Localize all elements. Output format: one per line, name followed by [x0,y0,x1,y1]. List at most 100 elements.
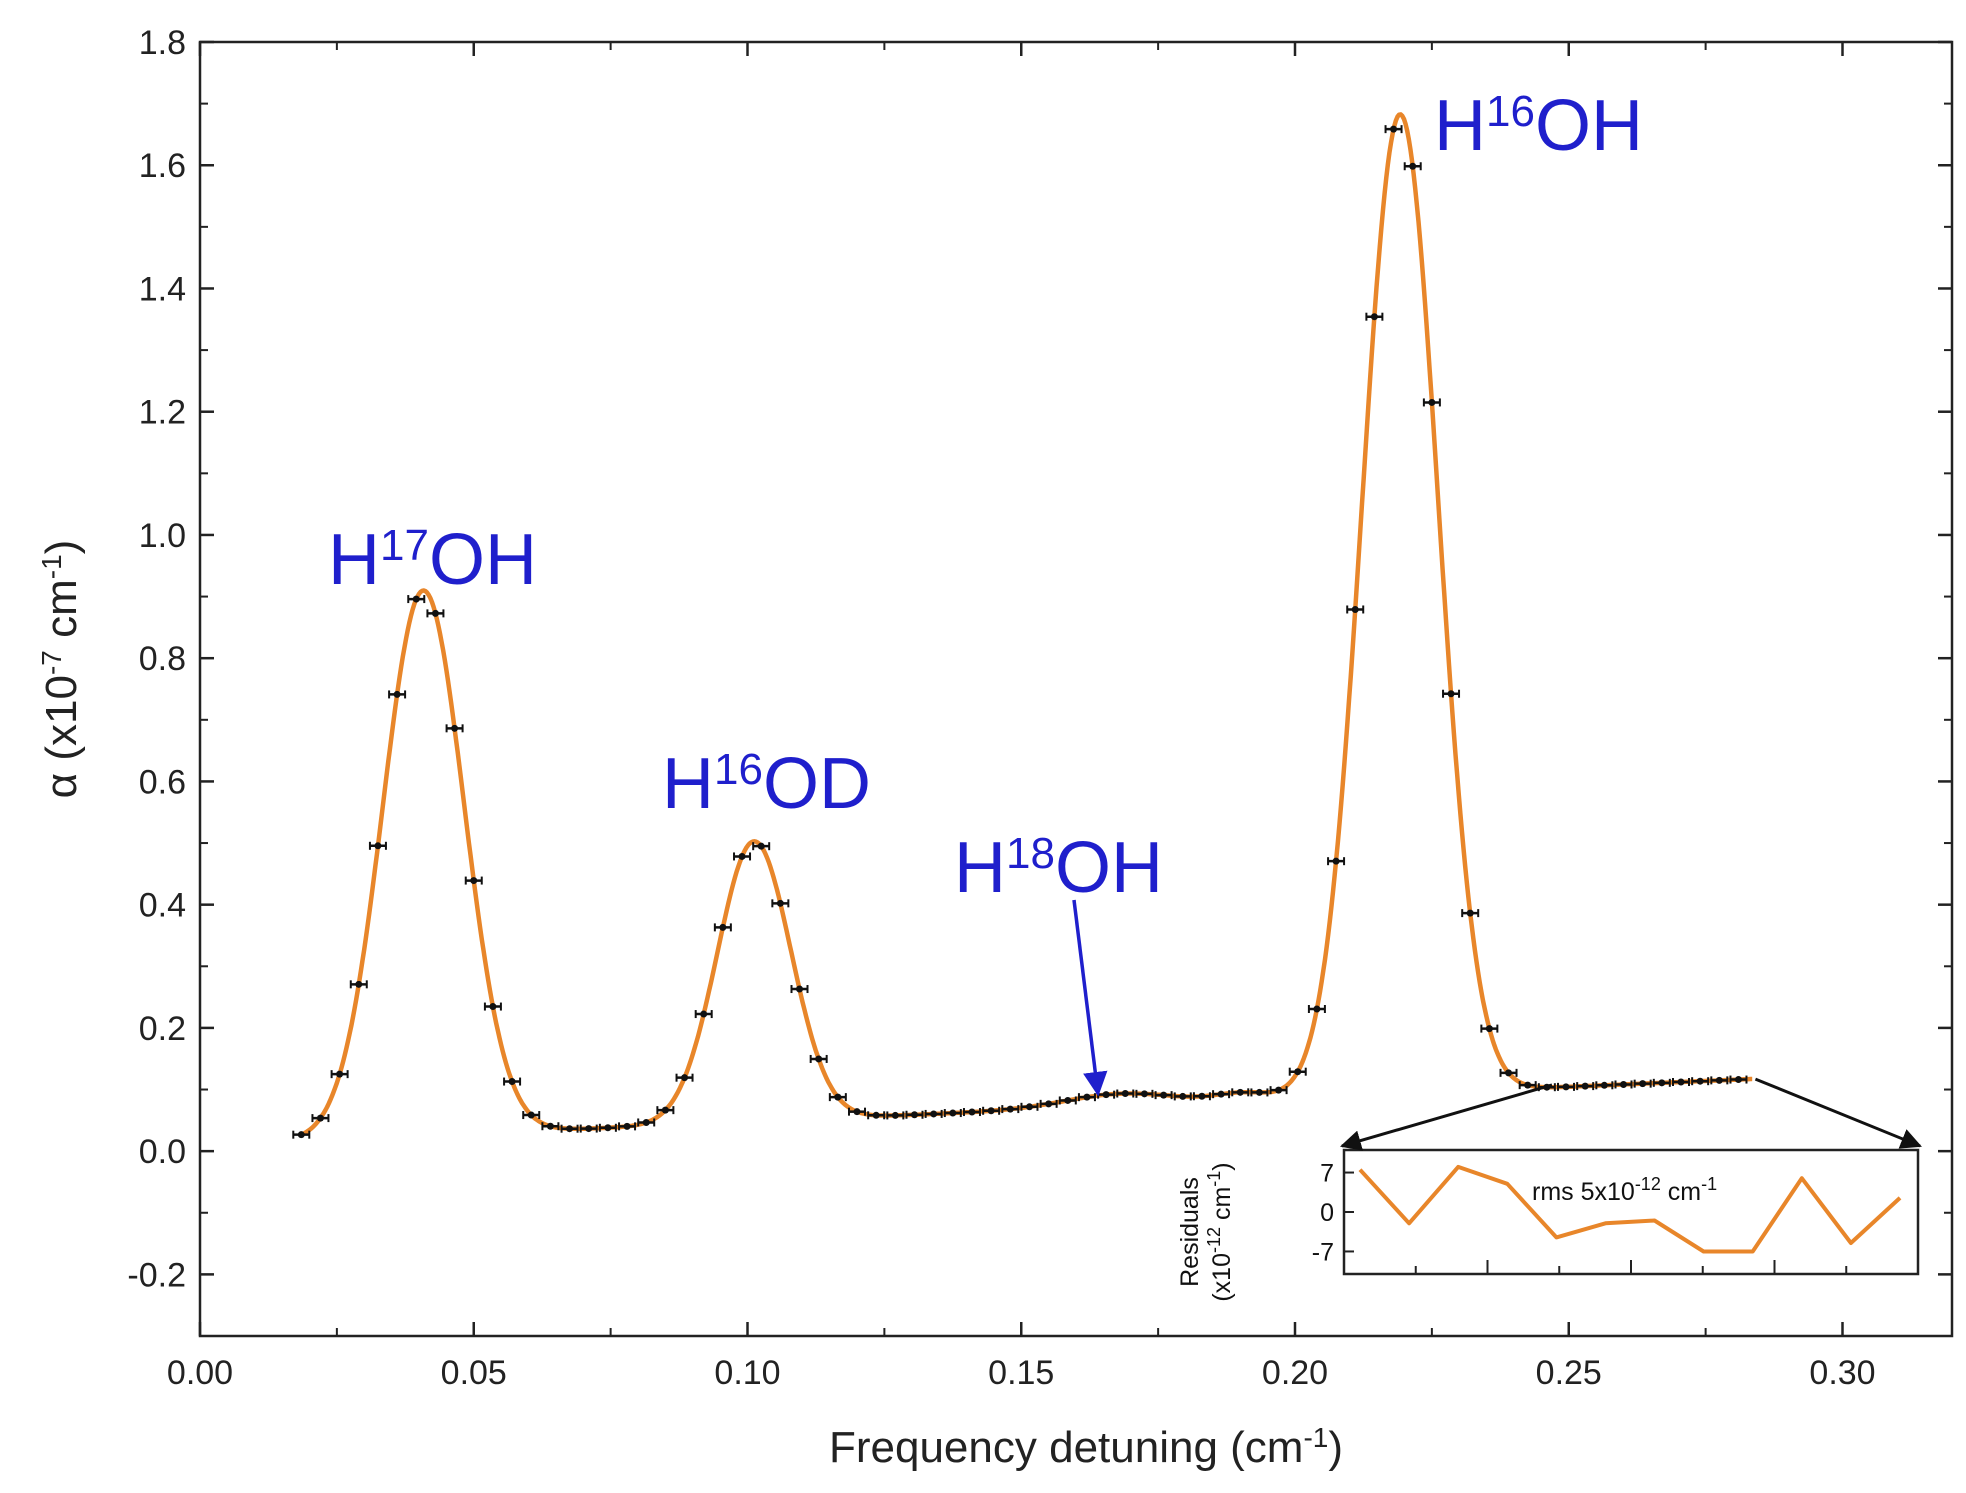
data-point [752,842,771,851]
data-point-marker [930,1110,938,1118]
data-point-marker [585,1125,593,1133]
y-tick-label: 1.2 [139,394,186,432]
data-point [579,1124,598,1133]
data-point [464,876,483,885]
data-point-marker [1696,1077,1704,1085]
data-point-marker [297,1131,305,1139]
y-tick-label: 1.6 [139,147,186,185]
data-point-marker [451,724,459,732]
y-tick-label: 0.2 [139,1010,186,1048]
data-point [292,1130,311,1139]
inset-pointer-right [1754,1077,1922,1149]
data-point [790,985,809,994]
data-point-marker [1409,162,1417,170]
data-point [1729,1075,1748,1084]
data-point [637,1118,656,1127]
data-point [656,1106,675,1115]
data-point [618,1122,637,1131]
data-point [867,1111,886,1120]
data-point-marker [1658,1079,1666,1087]
data-point [1039,1099,1058,1108]
data-point [1499,1068,1518,1077]
data-point [483,1002,502,1011]
data-point-marker [1083,1093,1091,1101]
data-point [886,1111,905,1120]
data-point [1576,1082,1595,1091]
data-point [675,1073,694,1082]
y-tick-label: 0.0 [139,1133,186,1171]
inset-frame [1342,1148,1920,1276]
data-point [1614,1080,1633,1089]
data-point-marker [527,1111,535,1119]
data-point [1231,1088,1250,1097]
data-point-marker [757,842,765,850]
data-point-marker [1581,1082,1589,1090]
data-point [943,1109,962,1118]
data-point-marker [1064,1096,1072,1104]
data-point-marker [1734,1076,1742,1084]
y-tick-label: 1.4 [139,270,186,308]
residuals-line [1358,1164,1902,1254]
y-tick-label: 0.4 [139,887,186,925]
data-point [713,923,732,932]
data-point-marker [1294,1068,1302,1076]
data-point [1480,1024,1499,1033]
fit-curve [300,112,1753,1137]
x-tick-label: 0.25 [1536,1354,1602,1392]
data-point [905,1110,924,1119]
data-point-marker [1600,1081,1608,1089]
data-point [330,1070,349,1079]
data-point-marker [719,923,727,931]
data-point [982,1106,1001,1115]
data-point [426,609,445,618]
peak-label: H16OD [662,744,871,824]
data-point-marker [1351,605,1359,613]
data-point [1671,1078,1690,1087]
data-point [1384,125,1403,134]
data-point [1135,1089,1154,1098]
x-tick-label: 0.00 [167,1354,233,1392]
data-point-marker [1524,1081,1532,1089]
data-point-marker [1370,313,1378,321]
peak-label: H16OH [1434,86,1643,166]
data-point [1250,1088,1269,1097]
data-point-marker [1428,398,1436,406]
data-point-marker [853,1108,861,1116]
data-point-marker [546,1122,554,1130]
data-point [1346,605,1365,614]
data-point-marker [661,1106,669,1114]
data-point [1173,1092,1192,1101]
data-point-marker [815,1055,823,1063]
data-point-marker [336,1070,344,1078]
data-point-marker [431,609,439,617]
x-axis-title: Frequency detuning (cm-1) [829,1422,1343,1473]
data-point [962,1108,981,1117]
data-point-marker [412,595,420,603]
data-point-marker [355,980,363,988]
data-point-marker [604,1124,612,1132]
data-point [1116,1089,1135,1098]
data-point-marker [1045,1100,1053,1108]
data-point-marker [1160,1091,1168,1099]
data-point-marker [910,1111,918,1119]
data-point-marker [700,1010,708,1018]
x-tick-label: 0.20 [1262,1354,1328,1392]
data-point [1212,1090,1231,1099]
data-point [771,899,790,908]
data-point-marker [1332,857,1340,865]
x-tick-label: 0.10 [714,1354,780,1392]
data-point [349,980,368,989]
data-point [1595,1081,1614,1090]
inset-y-tick-label: 7 [1320,1160,1334,1188]
data-point [1518,1081,1537,1090]
data-point [560,1124,579,1133]
data-point-marker [316,1114,324,1122]
data-point [1327,857,1346,866]
inset-pointer-left [1339,1083,1553,1151]
data-point-marker [1217,1090,1225,1098]
x-tick-label: 0.30 [1809,1354,1875,1392]
data-point [1192,1092,1211,1101]
rms-annotation: rms 5x10-12 cm-1 [1532,1174,1717,1206]
